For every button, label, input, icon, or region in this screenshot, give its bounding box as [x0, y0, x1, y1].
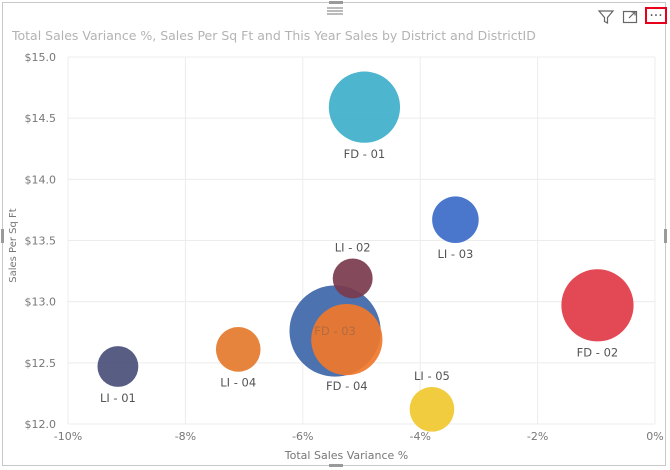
bubble[interactable] — [409, 386, 455, 432]
y-tick-label: $14.0 — [25, 173, 57, 186]
bubble[interactable] — [432, 196, 479, 243]
bubble[interactable] — [328, 71, 401, 143]
filter-icon[interactable] — [597, 8, 615, 26]
y-tick-label: $12.0 — [25, 418, 57, 431]
x-tick-label: -10% — [54, 430, 82, 443]
x-tick-label: -8% — [175, 430, 196, 443]
y-tick-label: $15.0 — [25, 51, 57, 64]
bubble[interactable] — [311, 303, 383, 376]
x-axis-label: Total Sales Variance % — [284, 449, 408, 462]
bubble[interactable] — [215, 327, 261, 372]
bubble-label: FD - 02 — [577, 345, 619, 359]
top-resize-handle[interactable] — [329, 1, 343, 4]
more-options-icon[interactable]: ··· — [645, 7, 667, 24]
bubble-label: FD - 01 — [344, 147, 386, 161]
bubble[interactable] — [97, 346, 139, 387]
bubble-label: LI - 02 — [335, 240, 371, 254]
y-tick-label: $13.5 — [25, 235, 57, 248]
x-tick-label: -6% — [292, 430, 313, 443]
y-tick-label: $12.5 — [25, 357, 57, 370]
bottom-resize-handle[interactable] — [329, 464, 343, 467]
x-tick-label: 0% — [646, 430, 663, 443]
bubble[interactable] — [332, 258, 373, 299]
bubble-label: FD - 03 — [314, 324, 356, 338]
y-tick-label: $13.0 — [25, 296, 57, 309]
bubble-label: LI - 03 — [437, 247, 473, 261]
drag-handle-icon[interactable] — [325, 5, 345, 17]
bubble-label: LI - 04 — [220, 376, 256, 390]
bubble-label: FD - 04 — [326, 379, 368, 393]
bubble-label: LI - 05 — [414, 369, 450, 383]
y-tick-label: $14.5 — [25, 112, 57, 125]
right-resize-handle[interactable] — [664, 229, 667, 243]
left-resize-handle[interactable] — [1, 229, 4, 243]
chart-title: Total Sales Variance %, Sales Per Sq Ft … — [12, 28, 536, 43]
y-axis-label: Sales Per Sq Ft — [8, 208, 19, 283]
x-tick-label: -2% — [527, 430, 548, 443]
focus-mode-icon[interactable] — [621, 8, 639, 26]
x-tick-label: -4% — [409, 430, 430, 443]
bubble-label: LI - 01 — [100, 391, 136, 405]
bubble[interactable] — [561, 269, 634, 342]
